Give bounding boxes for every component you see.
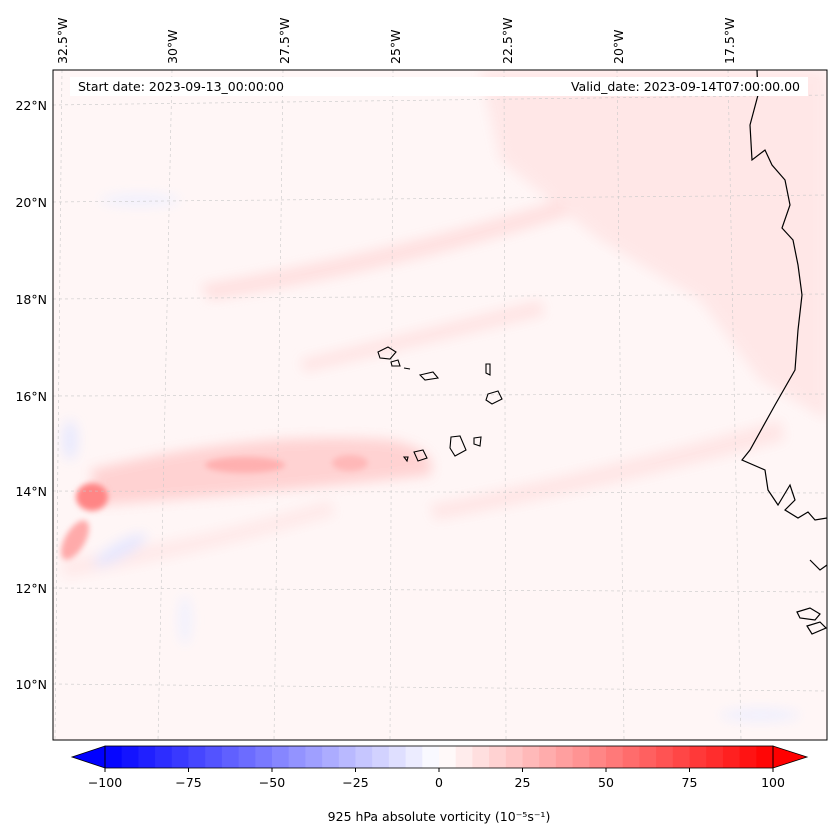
colorbar-segment [422,746,440,768]
colorbar-segment [121,746,139,768]
colorbar-segment [388,746,407,768]
lat-label: 18°N [15,292,47,307]
colorbar-segment [221,746,240,768]
colorbar-segment [322,746,340,768]
colorbar-segment [472,746,490,768]
colorbar-segment [756,746,774,768]
colorbar-segment [622,746,640,768]
colorbar-tick-label: 50 [598,775,614,790]
lat-label: 20°N [15,195,47,210]
lat-label: 10°N [15,677,47,692]
colorbar-segment [455,746,473,768]
coastline [741,70,827,635]
lon-label: 32.5°W [55,18,70,64]
colorbar-segments [105,746,774,768]
colorbar-segment [606,746,624,768]
lon-label: 27.5°W [277,18,292,64]
lat-label: 16°N [15,389,47,404]
colorbar-segment [338,746,356,768]
cabo-verde-islands [377,346,503,463]
lon-label: 20°W [611,29,626,64]
lon-label: 25°W [388,29,403,64]
lon-label: 22.5°W [500,18,515,64]
colorbar-segment [272,746,290,768]
colorbar-segment [739,746,757,768]
colorbar-segment [372,746,390,768]
colorbar-min-extend [70,745,106,769]
colorbar-tick-label: 0 [435,775,443,790]
colorbar-label: 925 hPa absolute vorticity (10⁻⁵s⁻¹) [328,809,551,824]
map-frame [52,69,828,741]
colorbar-max-extend [772,745,809,769]
colorbar-segment [439,746,457,768]
colorbar-segment [656,746,674,768]
colorbar-segment [305,746,323,768]
colorbar-segment [539,746,557,768]
lat-label: 14°N [15,484,47,499]
colorbar-segment [639,746,657,768]
colorbar-segment [355,746,373,768]
date-header-box [70,77,808,96]
colorbar-segment [706,746,724,768]
colorbar-segment [155,746,173,768]
colorbar-segment [255,746,273,768]
colorbar-segment [238,746,256,768]
colorbar-tick-label: 100 [761,775,785,790]
colorbar-segment [555,746,574,768]
colorbar-segment [589,746,607,768]
colorbar-tick-label: −25 [342,775,368,790]
colorbar-segment [572,746,590,768]
graticule [53,70,827,740]
lon-label: 30°W [165,29,180,64]
colorbar-segment [722,746,741,768]
colorbar-segment [505,746,523,768]
colorbar-segment [171,746,189,768]
colorbar-tick-label: −75 [175,775,201,790]
lat-label: 12°N [15,581,47,596]
colorbar-segment [672,746,690,768]
colorbar-segment [105,746,123,768]
colorbar-segment [689,746,707,768]
start-date: Start date: 2023-09-13_00:00:00 [78,79,284,94]
lon-label: 17.5°W [722,18,737,64]
lat-label: 22°N [15,98,47,113]
colorbar-segment [522,746,540,768]
colorbar: −100 −75 −50 −25 0 25 50 75 100 925 hPa absolute… [70,745,809,824]
colorbar-tick-label: 75 [682,775,698,790]
colorbar-segment [205,746,223,768]
longitude-labels: 32.5°W 30°W 27.5°W 25°W 22.5°W 20°W 17.5… [55,18,737,64]
colorbar-segment [288,746,306,768]
colorbar-segment [405,746,423,768]
vorticity-field [53,70,827,740]
colorbar-segment [188,746,206,768]
colorbar-segment [489,746,507,768]
colorbar-segment [138,746,156,768]
colorbar-tick-label: 25 [515,775,531,790]
latitude-labels: 22°N 20°N 18°N 16°N 14°N 12°N 10°N [15,98,47,692]
valid-date: Valid_date: 2023-09-14T07:00:00.00 [571,79,800,94]
colorbar-tick-label: −100 [88,775,122,790]
colorbar-tick-label: −50 [259,775,285,790]
